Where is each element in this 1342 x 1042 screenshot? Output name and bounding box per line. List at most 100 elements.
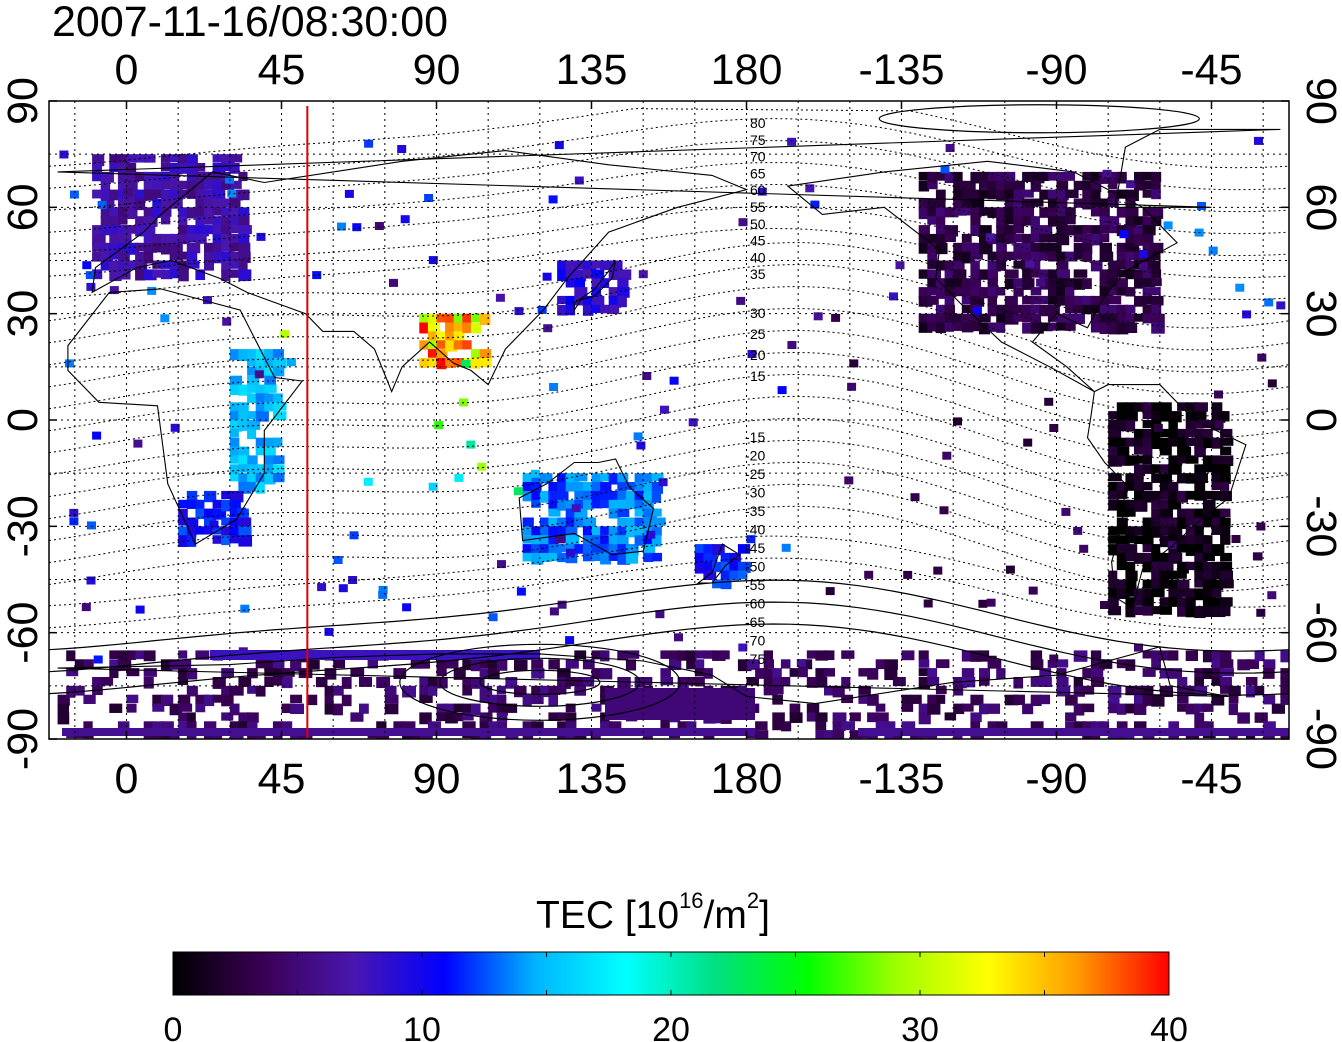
tec-cell (608, 526, 621, 538)
tec-cell (1211, 579, 1224, 591)
tec-cell (1151, 499, 1165, 509)
tec-cell (238, 677, 252, 687)
tec-cell (918, 207, 929, 220)
tec-cell (66, 668, 79, 677)
tec-cell (625, 490, 638, 503)
tec-cell (565, 636, 575, 645)
tec-cell (1082, 251, 1093, 262)
tec-cell (186, 189, 198, 199)
tec-cell (996, 242, 1007, 253)
x-tick-label-top: -135 (858, 46, 944, 94)
tec-cell (935, 242, 948, 255)
tec-cell (100, 180, 111, 192)
tec-cell (1134, 171, 1145, 183)
tec-cell (789, 703, 801, 716)
tec-cell (445, 313, 456, 324)
tec-cell (436, 677, 448, 689)
tec-cell (531, 473, 543, 485)
tec-cell (87, 521, 96, 530)
tec-cell (488, 613, 498, 622)
tec-cell (1108, 260, 1121, 270)
tec-cell (1022, 269, 1033, 280)
tec-cell (849, 359, 859, 368)
tec-cell (1099, 242, 1113, 253)
tec-cell (574, 473, 588, 482)
tec-cell (1125, 482, 1136, 491)
tec-cell (772, 677, 784, 686)
tec-cell (548, 195, 558, 204)
tec-cell (565, 677, 577, 686)
africa-coastline (67, 288, 304, 545)
tec-cell (1065, 189, 1079, 199)
tec-cell (1125, 579, 1137, 591)
tec-cell (143, 154, 156, 163)
tec-cell (1211, 668, 1223, 680)
tec-cell (953, 703, 965, 715)
tec-cell (1202, 650, 1214, 663)
tec-cell (1116, 402, 1128, 413)
tec-cell (1142, 207, 1155, 217)
tec-cell (397, 145, 407, 153)
tec-cell (152, 233, 163, 245)
tec-cell (634, 526, 646, 538)
tec-cell (867, 694, 879, 706)
tec-cell (1065, 287, 1075, 297)
tec-cell (763, 650, 773, 661)
tec-cell (496, 703, 508, 716)
tec-cell (608, 535, 623, 544)
tec-cell (160, 216, 171, 225)
tec-cell (135, 198, 146, 211)
tec-cell (1090, 313, 1102, 324)
tec-cell (591, 535, 606, 547)
tec-cell (454, 473, 464, 482)
tec-cell (1108, 171, 1121, 182)
tec-cell (591, 650, 606, 660)
tec-cell (92, 163, 102, 175)
tec-cell (1099, 225, 1109, 234)
tec-cell (169, 189, 184, 200)
tec-cell (143, 189, 158, 201)
tec-cell (1202, 561, 1215, 572)
tec-cell (617, 526, 628, 538)
tec-cell (212, 198, 227, 211)
tec-cell (238, 216, 250, 227)
tec-cell (1073, 251, 1086, 260)
tec-cell (780, 659, 791, 669)
tec-cell (1125, 508, 1136, 517)
tec-cell (204, 694, 215, 707)
tec-cell (123, 188, 133, 196)
tec-cell (1047, 278, 1058, 288)
pole-contour (439, 657, 641, 707)
tec-cell (1108, 189, 1120, 201)
tec-cell (100, 242, 110, 254)
tec-cell (1194, 420, 1204, 429)
tec-cell (789, 712, 803, 723)
tec-cell (944, 304, 956, 317)
tec-cell (841, 677, 851, 689)
tec-cell (1056, 233, 1070, 246)
tec-cell (600, 694, 610, 705)
tec-cell (496, 694, 507, 707)
tec-cell (565, 517, 578, 529)
modip-contour (49, 505, 1289, 593)
tec-cell (1039, 242, 1050, 253)
tec-cell (1168, 482, 1179, 492)
tec-cell (513, 487, 523, 496)
tec-cell (126, 260, 140, 270)
tec-cell (539, 490, 551, 503)
tec-cell (169, 251, 183, 261)
tec-cell (1194, 721, 1209, 732)
tec-cell (557, 517, 569, 527)
tec-cell (135, 154, 147, 163)
tec-cell (204, 180, 217, 190)
tec-cell (1142, 225, 1156, 236)
modip-contour (49, 286, 1289, 373)
tec-cell (69, 508, 79, 517)
tec-cell (1194, 561, 1205, 573)
tec-cell (204, 260, 215, 271)
tec-cell (1177, 446, 1192, 457)
tec-cell (591, 544, 602, 553)
tec-cell (1108, 606, 1122, 616)
tec-cell (1116, 561, 1129, 571)
tec-cell (1030, 295, 1041, 305)
